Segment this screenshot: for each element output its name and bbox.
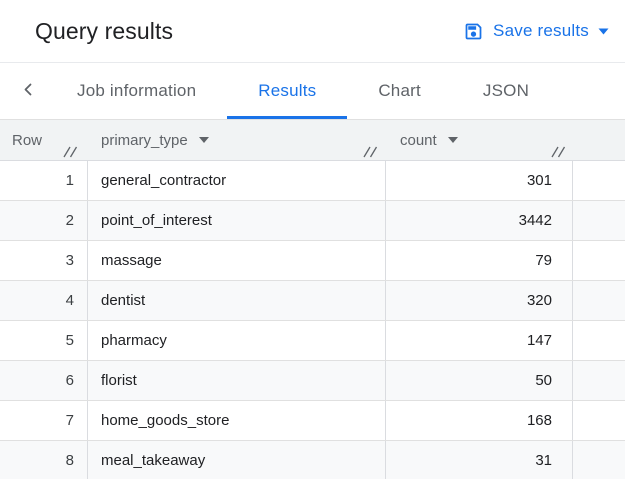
table-header: Row primary_type count (0, 120, 625, 161)
count-cell: 79 (386, 241, 573, 280)
primary-type-cell: massage (88, 241, 386, 280)
count-cell: 168 (386, 401, 573, 440)
save-results-label: Save results (493, 21, 589, 40)
column-resize-handle-icon[interactable] (362, 145, 379, 158)
table-row: 3 massage 79 (0, 241, 625, 281)
row-number-cell: 6 (0, 361, 88, 400)
tab-bar: Job information Results Chart JSON (0, 63, 625, 120)
back-button[interactable] (10, 63, 46, 119)
empty-cell (573, 321, 625, 360)
count-cell: 31 (386, 441, 573, 479)
primary-type-cell: pharmacy (88, 321, 386, 360)
column-resize-handle-icon[interactable] (62, 145, 79, 158)
save-icon (463, 21, 484, 42)
primary-type-cell: home_goods_store (88, 401, 386, 440)
empty-cell (573, 281, 625, 320)
chevron-left-icon (21, 82, 36, 100)
count-cell: 301 (386, 161, 573, 200)
primary-type-cell: point_of_interest (88, 201, 386, 240)
count-cell: 50 (386, 361, 573, 400)
empty-cell (573, 201, 625, 240)
table-row: 2 point_of_interest 3442 (0, 201, 625, 241)
caret-down-icon (598, 28, 609, 35)
column-header-row: Row (0, 132, 88, 149)
title-bar: Query results Save results (0, 0, 625, 63)
table-row: 8 meal_takeaway 31 (0, 441, 625, 479)
page-title: Query results (35, 17, 174, 44)
save-results-button[interactable]: Save results (463, 21, 609, 42)
tabs-container: Job information Results Chart JSON (46, 63, 560, 119)
row-number-cell: 2 (0, 201, 88, 240)
count-cell: 147 (386, 321, 573, 360)
tab-json[interactable]: JSON (452, 63, 560, 119)
row-number-cell: 1 (0, 161, 88, 200)
primary-type-cell: dentist (88, 281, 386, 320)
primary-type-cell: florist (88, 361, 386, 400)
column-resize-handle-icon[interactable] (550, 145, 567, 158)
count-cell: 3442 (386, 201, 573, 240)
row-number-cell: 3 (0, 241, 88, 280)
table-row: 4 dentist 320 (0, 281, 625, 321)
table-row: 1 general_contractor 301 (0, 161, 625, 201)
column-label: Row (12, 131, 43, 149)
table-row: 6 florist 50 (0, 361, 625, 401)
row-number-cell: 8 (0, 441, 88, 479)
row-number-cell: 4 (0, 281, 88, 320)
table-row: 5 pharmacy 147 (0, 321, 625, 361)
primary-type-cell: meal_takeaway (88, 441, 386, 479)
column-label: primary_type (101, 131, 188, 149)
table-row: 7 home_goods_store 168 (0, 401, 625, 441)
column-label: count (400, 131, 437, 149)
empty-cell (573, 401, 625, 440)
empty-cell (573, 241, 625, 280)
empty-cell (573, 441, 625, 479)
tab-job-information[interactable]: Job information (46, 63, 227, 119)
column-header-count[interactable]: count (386, 132, 573, 149)
caret-down-icon[interactable] (198, 137, 209, 143)
table-body: 1 general_contractor 301 2 point_of_interest… (0, 161, 625, 479)
caret-down-icon[interactable] (447, 137, 458, 143)
column-header-primary-type[interactable]: primary_type (88, 132, 386, 149)
count-cell: 320 (386, 281, 573, 320)
tab-chart[interactable]: Chart (347, 63, 452, 119)
row-number-cell: 7 (0, 401, 88, 440)
empty-cell (573, 361, 625, 400)
row-number-cell: 5 (0, 321, 88, 360)
primary-type-cell: general_contractor (88, 161, 386, 200)
empty-cell (573, 161, 625, 200)
tab-results[interactable]: Results (227, 63, 348, 119)
